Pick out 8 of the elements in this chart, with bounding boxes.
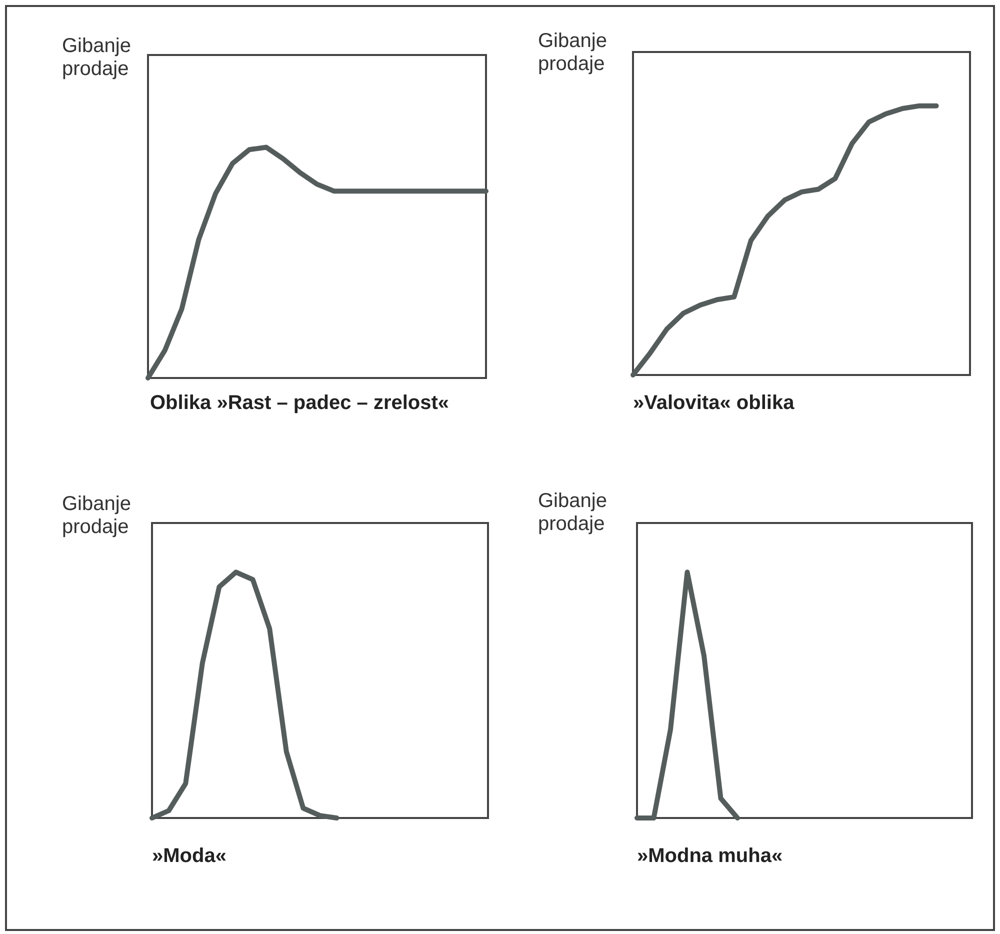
text: »Valovita« oblika xyxy=(633,392,794,415)
text: Oblika »Rast – padec – zrelost« xyxy=(150,392,450,415)
y-axis-title: Gibanje prodaje xyxy=(538,490,608,536)
y-axis-title: Gibanje prodaje xyxy=(62,35,132,81)
y-axis-title: Gibanje prodaje xyxy=(62,493,132,539)
text: »Moda« xyxy=(152,845,226,868)
y-axis-title: Gibanje prodaje xyxy=(538,30,608,76)
text: »Modna muha« xyxy=(637,845,783,868)
